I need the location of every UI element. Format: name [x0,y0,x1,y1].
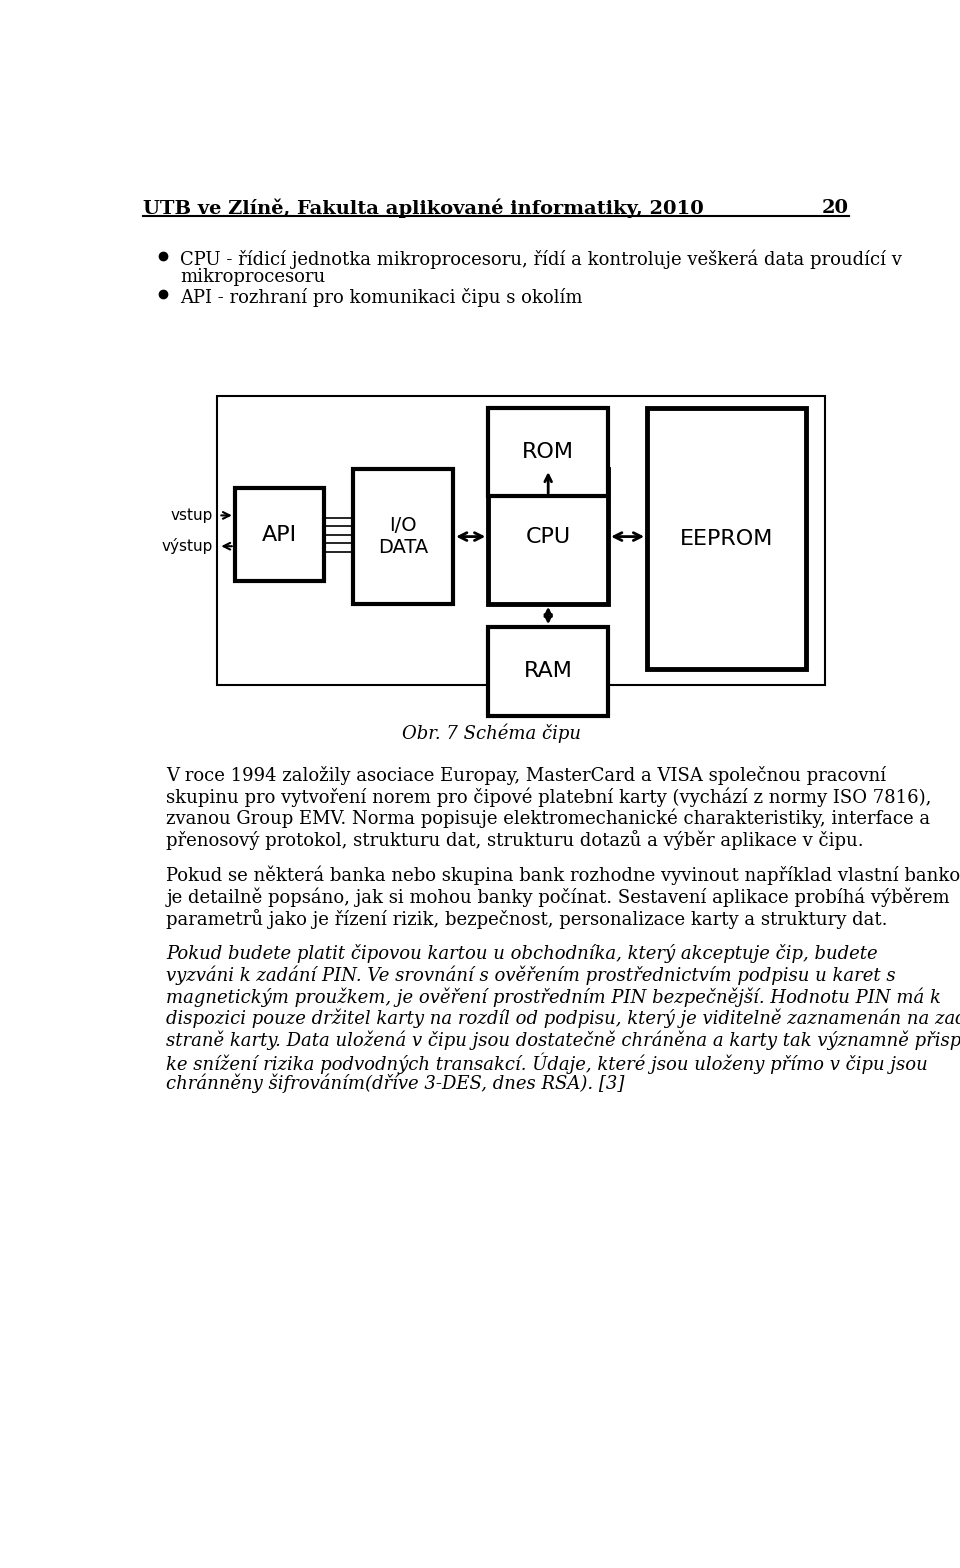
Text: CPU - řídicí jednotka mikroprocesoru, řídí a kontroluje veškerá data proudící v: CPU - řídicí jednotka mikroprocesoru, ří… [180,249,902,270]
Text: ROM: ROM [522,442,574,463]
Text: Pokud budete platit čipovou kartou u obchodníka, který akceptuje čip, budete: Pokud budete platit čipovou kartou u obc… [166,944,878,963]
Text: ke snížení rizika podvodných transakcí. Údaje, které jsou uloženy přímo v čipu j: ke snížení rizika podvodných transakcí. … [166,1052,928,1074]
Text: dispozici pouze držitel karty na rozdíl od podpisu, který je viditelně zaznamená: dispozici pouze držitel karty na rozdíl … [166,1008,960,1029]
Text: magnetickým proužkem, je ověření prostředním PIN bezpečnější. Hodnotu PIN má k: magnetickým proužkem, je ověření prostře… [166,988,942,1007]
Bar [488,627,609,715]
Text: zvanou Group EMV. Norma popisuje elektromechanické charakteristiky, interface a: zvanou Group EMV. Norma popisuje elektro… [166,809,930,828]
Text: API - rozhraní pro komunikaci čipu s okolím: API - rozhraní pro komunikaci čipu s oko… [180,289,583,307]
Text: vstup: vstup [171,508,213,522]
Text: UTB ve Zlíně, Fakulta aplikované informatiky, 2010: UTB ve Zlíně, Fakulta aplikované informa… [143,199,704,218]
Text: je detailně popsáno, jak si mohou banky počínat. Sestavení aplikace probíhá výbě: je detailně popsáno, jak si mohou banky … [166,887,950,906]
Text: 20: 20 [822,199,849,216]
Text: výstup: výstup [161,538,213,554]
Text: parametrů jako je řízení rizik, bezpečnost, personalizace karty a struktury dat.: parametrů jako je řízení rizik, bezpečno… [166,909,888,928]
Text: chránněny šifrováním(dříve 3-DES, dnes RSA). [3]: chránněny šifrováním(dříve 3-DES, dnes R… [166,1074,625,1093]
Bar [234,489,324,580]
Bar [217,397,826,685]
Text: vyzváni k zadání PIN. Ve srovnání s ověřením prostřednictvím podpisu u karet s: vyzváni k zadání PIN. Ve srovnání s ověř… [166,966,896,985]
Text: Obr. 7 Schéma čipu: Obr. 7 Schéma čipu [402,723,582,743]
Bar [647,408,805,670]
Text: I/O
DATA: I/O DATA [377,516,428,557]
Text: skupinu pro vytvoření norem pro čipové platební karty (vychází z normy ISO 7816): skupinu pro vytvoření norem pro čipové p… [166,787,932,806]
Text: přenosový protokol, strukturu dat, strukturu dotazů a výběr aplikace v čipu.: přenosový protokol, strukturu dat, struk… [166,831,864,850]
Bar [352,469,453,604]
Text: Pokud se některá banka nebo skupina bank rozhodne vyvinout například vlastní ban: Pokud se některá banka nebo skupina bank… [166,866,960,886]
Text: V roce 1994 založily asociace Europay, MasterCard a VISA společnou pracovní: V roce 1994 založily asociace Europay, M… [166,765,887,784]
Text: straně karty. Data uložená v čipu jsou dostatečně chráněna a karty tak významně : straně karty. Data uložená v čipu jsou d… [166,1030,960,1051]
Text: API: API [262,525,297,544]
Text: EEPROM: EEPROM [680,528,773,549]
Bar [488,408,609,495]
Text: CPU: CPU [526,527,571,547]
Text: mikroprocesoru: mikroprocesoru [180,268,325,287]
Bar [488,469,609,604]
Text: RAM: RAM [524,662,572,682]
